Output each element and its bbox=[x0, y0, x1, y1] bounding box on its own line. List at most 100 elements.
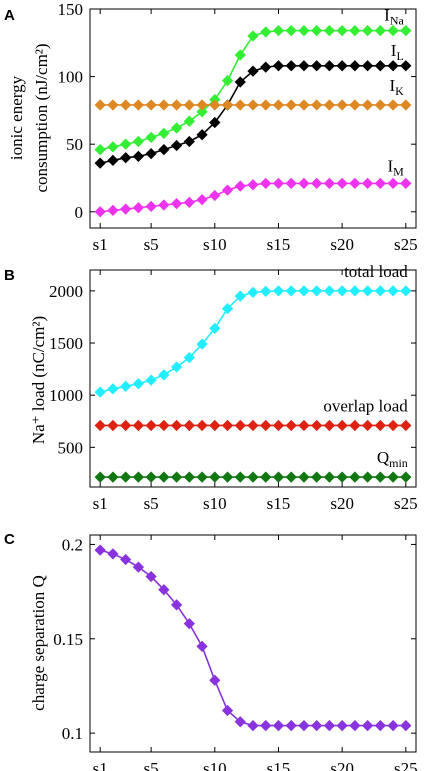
y-tick-label: 100 bbox=[58, 68, 84, 87]
data-point-marker bbox=[107, 383, 119, 395]
data-point-marker bbox=[336, 99, 348, 111]
data-point-marker bbox=[400, 285, 412, 297]
panel-label: B bbox=[4, 267, 15, 284]
data-point-marker bbox=[234, 99, 246, 111]
data-point-marker bbox=[209, 419, 221, 432]
data-point-marker bbox=[145, 148, 157, 160]
data-point-marker bbox=[311, 60, 323, 72]
y-axis-label: Na⁺ load (nC/cm²) bbox=[29, 316, 48, 444]
data-point-marker bbox=[298, 285, 310, 297]
data-point-marker bbox=[247, 286, 259, 299]
data-point-marker bbox=[170, 361, 183, 373]
data-point-marker bbox=[247, 719, 259, 732]
panel-label: C bbox=[4, 531, 15, 548]
data-point-marker bbox=[196, 338, 208, 350]
data-point-marker bbox=[234, 49, 246, 61]
series-label: overlap load bbox=[323, 396, 408, 415]
data-point-marker bbox=[107, 471, 119, 483]
data-point-marker bbox=[361, 25, 374, 37]
series-total-load: total load bbox=[94, 262, 412, 398]
data-point-marker bbox=[107, 141, 119, 153]
axes-frame bbox=[89, 269, 417, 488]
series-i-k: IK bbox=[94, 76, 412, 111]
data-point-marker bbox=[196, 471, 208, 483]
data-point-marker bbox=[387, 285, 399, 297]
data-point-marker bbox=[183, 135, 195, 148]
data-point-marker bbox=[234, 419, 246, 432]
data-point-marker bbox=[272, 99, 285, 111]
data-point-marker bbox=[183, 115, 195, 127]
data-point-marker bbox=[361, 719, 374, 732]
data-point-marker bbox=[387, 25, 399, 37]
axes-frame bbox=[89, 8, 417, 229]
data-point-marker bbox=[209, 116, 221, 129]
data-point-marker bbox=[183, 618, 195, 630]
data-point-marker bbox=[272, 177, 285, 190]
data-point-marker bbox=[221, 99, 234, 111]
data-point-marker bbox=[247, 419, 259, 432]
data-point-marker bbox=[145, 471, 157, 483]
data-point-marker bbox=[183, 196, 195, 208]
data-point-marker bbox=[336, 471, 348, 483]
data-point-marker bbox=[400, 177, 412, 190]
data-point-marker bbox=[234, 76, 246, 88]
data-point-marker bbox=[234, 471, 246, 483]
series-i-m: IM bbox=[94, 156, 412, 218]
x-tick-label: s1 bbox=[93, 494, 108, 513]
data-point-marker bbox=[272, 719, 285, 732]
panel-label: A bbox=[4, 7, 15, 24]
data-point-marker bbox=[120, 471, 132, 483]
x-tick-label: s5 bbox=[144, 759, 159, 771]
data-point-marker bbox=[272, 471, 285, 483]
data-point-marker bbox=[336, 25, 348, 37]
data-point-marker bbox=[158, 143, 170, 156]
series-line bbox=[100, 29, 406, 151]
data-point-marker bbox=[158, 369, 170, 381]
data-point-marker bbox=[107, 548, 119, 560]
data-point-marker bbox=[170, 599, 183, 611]
series-q-min: Qmin bbox=[94, 448, 412, 483]
data-point-marker bbox=[170, 122, 183, 134]
data-point-marker bbox=[361, 177, 374, 190]
y-tick-label: 0.1 bbox=[62, 724, 83, 743]
data-point-marker bbox=[170, 198, 183, 210]
data-point-marker bbox=[311, 419, 323, 432]
data-point-marker bbox=[132, 561, 145, 573]
series-line bbox=[99, 290, 406, 393]
data-point-marker bbox=[120, 419, 132, 432]
x-tick-label: s25 bbox=[394, 494, 418, 513]
data-point-marker bbox=[234, 716, 246, 728]
data-point-marker bbox=[400, 99, 412, 111]
data-point-marker bbox=[183, 99, 195, 111]
data-point-marker bbox=[132, 99, 145, 111]
data-point-marker bbox=[361, 99, 374, 111]
data-point-marker bbox=[374, 419, 386, 432]
data-point-marker bbox=[298, 177, 310, 190]
data-point-marker bbox=[94, 419, 106, 432]
data-point-marker bbox=[260, 719, 272, 732]
data-point-marker bbox=[285, 285, 297, 297]
data-point-marker bbox=[361, 60, 374, 72]
y-tick-label: 2000 bbox=[49, 282, 83, 301]
y-tick-label: 0 bbox=[75, 203, 84, 222]
y-tick-label: 0.2 bbox=[62, 535, 83, 554]
data-point-marker bbox=[387, 99, 399, 111]
data-point-marker bbox=[158, 127, 170, 139]
data-point-marker bbox=[158, 99, 170, 111]
data-point-marker bbox=[298, 471, 310, 483]
data-point-marker bbox=[323, 471, 336, 483]
data-point-marker bbox=[336, 419, 348, 432]
data-point-marker bbox=[170, 99, 183, 111]
data-point-marker bbox=[374, 285, 386, 297]
data-point-marker bbox=[311, 99, 323, 111]
data-point-marker bbox=[145, 99, 157, 111]
data-point-marker bbox=[311, 285, 323, 297]
data-point-marker bbox=[260, 99, 272, 111]
series-label: IM bbox=[387, 156, 404, 178]
data-point-marker bbox=[221, 471, 234, 483]
x-tick-label: s15 bbox=[267, 759, 291, 771]
data-point-marker bbox=[209, 471, 221, 483]
data-point-marker bbox=[298, 25, 310, 37]
series-label: Qmin bbox=[377, 448, 408, 470]
x-tick-label: s1 bbox=[93, 759, 108, 771]
